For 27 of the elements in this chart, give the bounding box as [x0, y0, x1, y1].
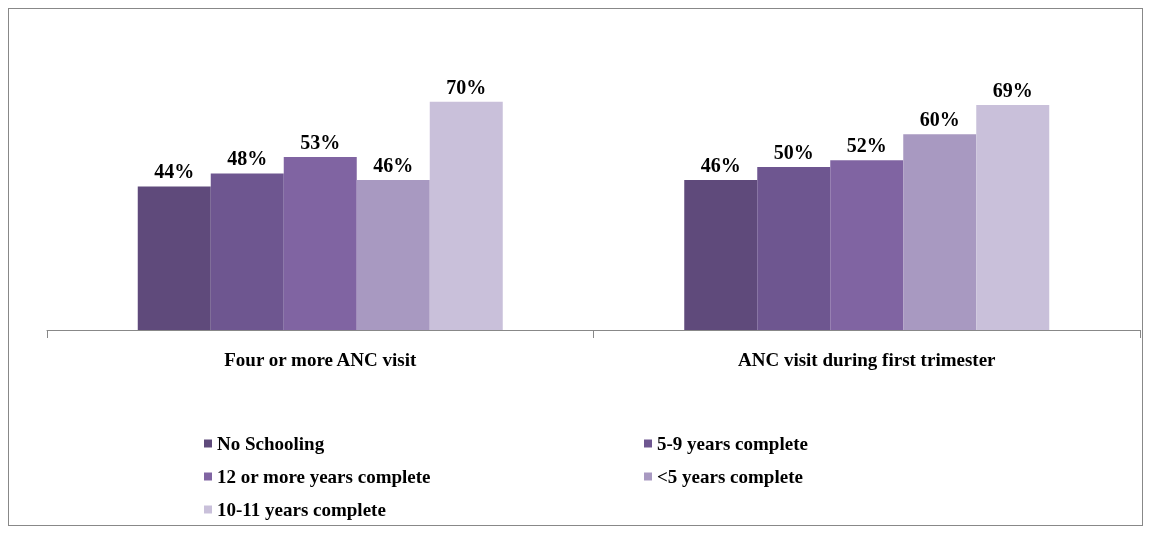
legend-label: 12 or more years complete: [217, 466, 431, 487]
bar: [429, 101, 503, 330]
bar: [976, 104, 1050, 330]
data-label: 53%: [300, 131, 341, 154]
data-label: 60%: [919, 108, 960, 131]
data-label: 44%: [154, 160, 195, 183]
data-label: 46%: [373, 153, 414, 176]
x-tick-label: Four or more ANC visit: [224, 349, 417, 370]
legend-label: 10-11 years complete: [217, 499, 386, 520]
bar: [757, 166, 831, 330]
legend-label: No Schooling: [217, 433, 325, 454]
data-label: 46%: [700, 153, 741, 176]
bar: [356, 179, 430, 330]
data-label: 48%: [227, 147, 268, 170]
legend-label: 5-9 years complete: [657, 433, 808, 454]
bar: [283, 157, 357, 330]
bar: [210, 173, 284, 330]
bar: [830, 160, 904, 330]
data-label: 50%: [773, 140, 814, 163]
bar: [903, 134, 977, 330]
x-tick-label: ANC visit during first trimester: [737, 349, 997, 370]
legend-label: <5 years complete: [657, 466, 803, 487]
data-label: 52%: [846, 134, 887, 157]
bar: [684, 179, 758, 330]
data-label: 70%: [446, 75, 487, 98]
bar: [137, 186, 211, 330]
data-label: 69%: [992, 78, 1033, 101]
